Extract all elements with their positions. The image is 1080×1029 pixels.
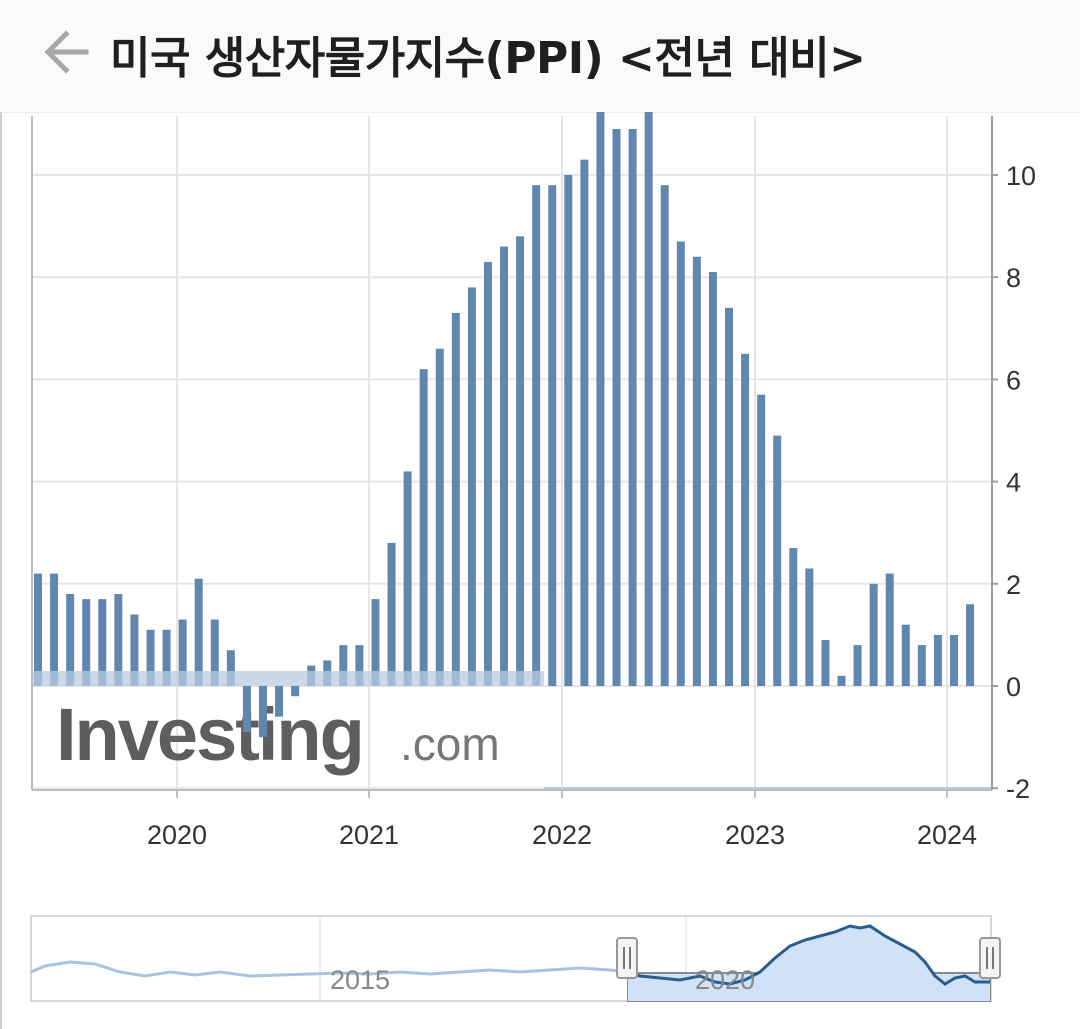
bar [933, 634, 942, 686]
bar [98, 599, 107, 686]
bar [966, 604, 975, 686]
bar [869, 583, 878, 686]
bar [467, 287, 476, 686]
range-navigator[interactable]: 2015 2020 [0, 900, 1080, 1010]
bar [66, 594, 75, 686]
bar [725, 307, 734, 686]
y-tick-label: 6 [1006, 365, 1021, 395]
bar [114, 594, 123, 686]
bar [885, 573, 894, 686]
bar [773, 435, 782, 686]
bar [178, 619, 187, 686]
bar [419, 369, 428, 686]
navigator-handle-left[interactable] [616, 937, 638, 979]
bars [32, 112, 992, 790]
bar [596, 112, 605, 686]
bar [339, 645, 348, 686]
bar [146, 629, 155, 686]
y-tick-label: 0 [1006, 672, 1021, 702]
y-tick-label: 2 [1006, 570, 1021, 600]
bar [435, 348, 444, 686]
bar [242, 686, 251, 732]
bar [532, 185, 541, 686]
bar [805, 568, 814, 686]
bar [660, 185, 669, 686]
bar [50, 573, 59, 686]
bar [355, 645, 364, 686]
bar [901, 624, 910, 686]
watermark-suffix: .com [400, 718, 500, 770]
x-tick-label: 2022 [532, 820, 592, 850]
bar [162, 629, 171, 686]
watermark-brand: Investing [56, 693, 363, 776]
zero-band [32, 671, 544, 686]
bar [387, 542, 396, 686]
axes: -2 0 2 4 6 8 10 2020 2021 2022 2023 2024 [31, 116, 1036, 850]
bar [853, 645, 862, 686]
bar [564, 175, 573, 686]
bar [837, 675, 846, 686]
x-tick-label: 2023 [725, 820, 785, 850]
ppi-bar-chart: Investing .com -2 0 2 4 6 8 10 2020 2021 2022 2023… [31, 112, 1036, 850]
back-button[interactable] [40, 24, 96, 80]
bar [708, 272, 717, 686]
y-tick-label: 8 [1006, 263, 1021, 293]
bar [500, 246, 509, 687]
bar [516, 236, 525, 686]
bar [258, 686, 267, 738]
bar [451, 312, 460, 686]
bar [82, 599, 91, 686]
bar [291, 686, 300, 697]
bar [275, 686, 284, 717]
bar [34, 573, 42, 686]
bar [741, 353, 750, 686]
grid-lines [32, 116, 992, 790]
bar [371, 599, 380, 686]
bar [130, 614, 139, 686]
y-tick-label: -2 [1006, 774, 1030, 804]
bar [949, 634, 958, 686]
bar [548, 185, 557, 686]
bar [644, 112, 653, 686]
bar [210, 619, 219, 686]
x-tick-label: 2020 [147, 820, 207, 850]
investing-watermark: Investing .com [56, 693, 500, 776]
navigator-label-2020: 2020 [695, 965, 755, 995]
y-tick-label: 4 [1006, 468, 1021, 498]
bar [692, 256, 701, 686]
navigator-label-2015: 2015 [330, 965, 390, 995]
bar [612, 129, 621, 686]
bar [628, 129, 637, 686]
bar [821, 640, 830, 686]
x-tick-label: 2021 [339, 820, 399, 850]
page-title: 미국 생산자물가지수(PPI) <전년 대비> [110, 33, 866, 84]
bottom-strip [544, 787, 992, 790]
bar [403, 471, 412, 686]
bar [789, 548, 798, 686]
navigator-history-line [30, 960, 629, 978]
bar [757, 394, 766, 686]
app-header: 미국 생산자물가지수(PPI) <전년 대비> [0, 0, 1080, 113]
bar [580, 159, 589, 687]
bar [194, 578, 203, 686]
bar [917, 645, 926, 686]
x-tick-label: 2024 [917, 820, 977, 850]
arrow-left-icon [44, 30, 89, 74]
y-tick-label: 10 [1006, 161, 1036, 191]
bar [226, 650, 235, 686]
left-border [0, 112, 2, 1029]
bar [676, 241, 685, 686]
navigator-handle-right[interactable] [979, 937, 1001, 979]
navigator-selected-line [627, 924, 990, 986]
bar [483, 261, 492, 686]
